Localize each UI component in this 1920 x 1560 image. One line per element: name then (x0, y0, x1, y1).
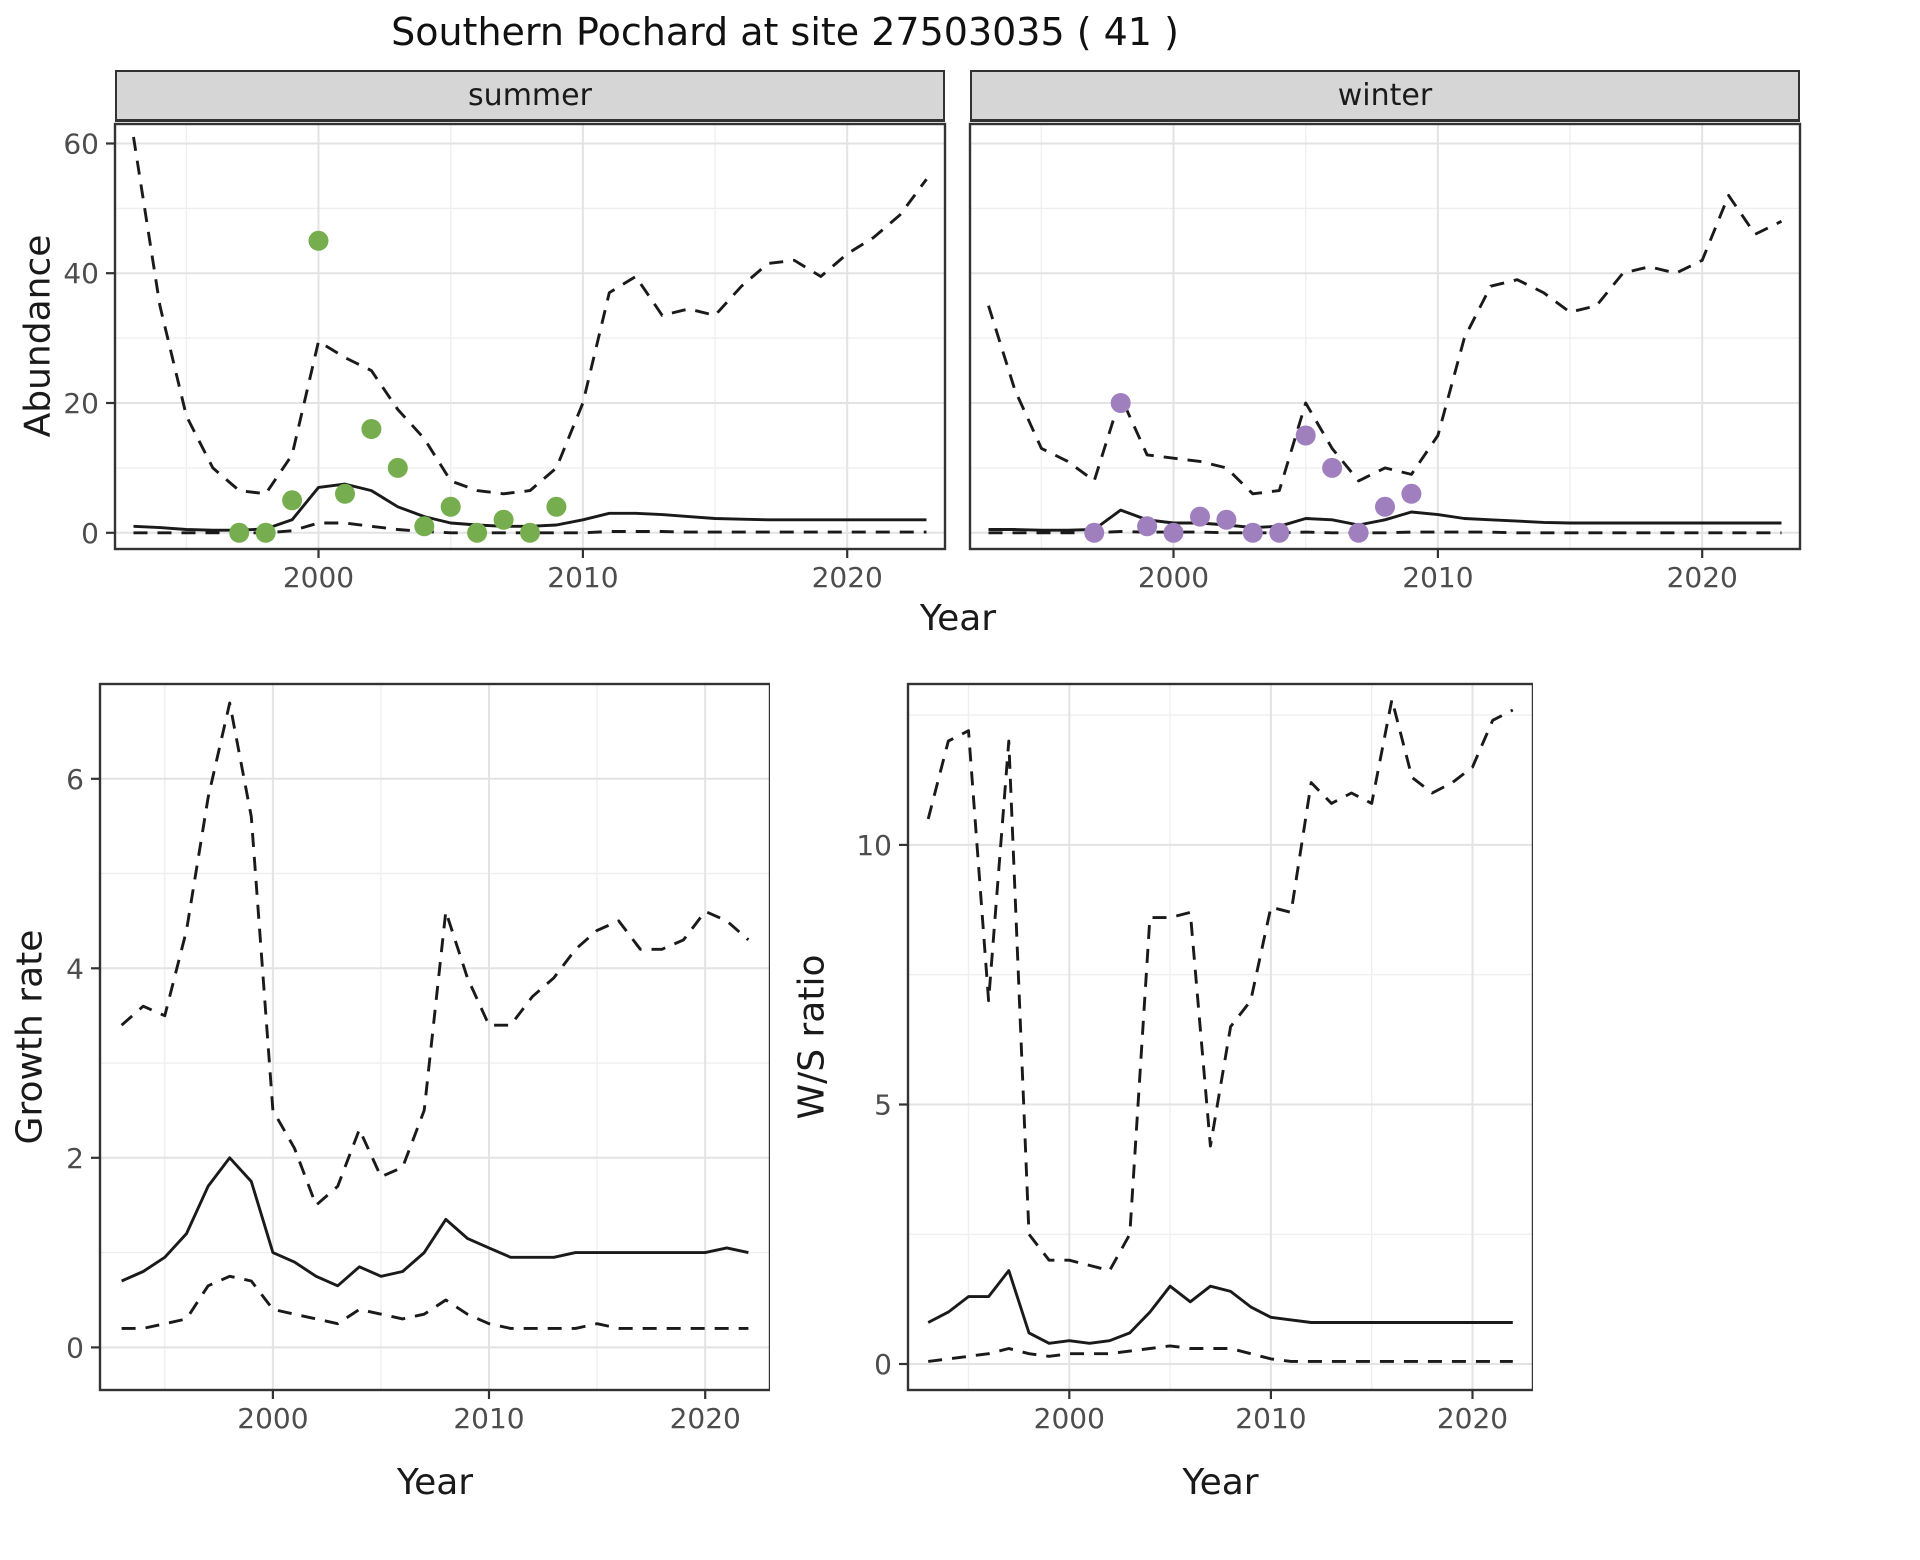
growth-rate-panel: 2000 2010 2020 0 2 4 6 (40, 682, 770, 1433)
svg-text:2000: 2000 (283, 561, 354, 592)
ws-ratio-axis-title: W/S ratio (791, 954, 833, 1120)
growth-rate-chart: 2000 2010 2020 0 2 4 6 (40, 682, 770, 1433)
svg-text:2020: 2020 (1667, 561, 1738, 592)
svg-text:2010: 2010 (453, 1402, 524, 1433)
svg-text:5: 5 (874, 1089, 892, 1122)
svg-text:2000: 2000 (1138, 561, 1209, 592)
abundance-summer-panel: summer 2000 2010 2020 0 20 40 60 (55, 70, 950, 592)
abundance-winter-panel: winter 2000 2010 2020 (910, 70, 1805, 592)
svg-text:2: 2 (66, 1142, 84, 1175)
abundance-axis-title: Abundance (17, 234, 59, 438)
svg-text:2020: 2020 (1437, 1402, 1508, 1433)
facet-strip-winter: winter (970, 70, 1800, 122)
ws-ratio-x-axis-title: Year (1182, 1462, 1259, 1503)
figure-title: Southern Pochard at site 27503035 ( 41 ) (391, 10, 1179, 54)
svg-text:2000: 2000 (237, 1402, 308, 1433)
abundance-summer-chart: 2000 2010 2020 0 20 40 60 (55, 122, 950, 592)
growth-rate-x-axis-title: Year (396, 1462, 474, 1503)
svg-text:0: 0 (874, 1348, 892, 1381)
svg-text:40: 40 (63, 257, 99, 290)
svg-text:2020: 2020 (812, 561, 883, 592)
ws-ratio-chart: 2000 2010 2020 0 5 10 (848, 682, 1533, 1433)
svg-text:2010: 2010 (1402, 561, 1473, 592)
svg-text:2010: 2010 (547, 561, 618, 592)
facet-label-summer: summer (468, 78, 592, 113)
facet-strip-summer: summer (115, 70, 945, 122)
ws-ratio-panel: 2000 2010 2020 0 5 10 (848, 682, 1533, 1433)
svg-text:0: 0 (81, 517, 99, 550)
svg-text:4: 4 (66, 952, 84, 985)
svg-text:6: 6 (66, 763, 84, 796)
abundance-winter-chart: 2000 2010 2020 (910, 122, 1805, 592)
svg-text:60: 60 (63, 128, 99, 161)
facet-label-winter: winter (1337, 78, 1433, 113)
svg-text:10: 10 (856, 829, 892, 862)
svg-text:20: 20 (63, 387, 99, 420)
svg-text:2020: 2020 (670, 1402, 741, 1433)
top-x-axis-title: Year (919, 598, 997, 639)
svg-text:0: 0 (66, 1331, 84, 1364)
svg-text:2010: 2010 (1235, 1402, 1306, 1433)
svg-text:2000: 2000 (1034, 1402, 1105, 1433)
